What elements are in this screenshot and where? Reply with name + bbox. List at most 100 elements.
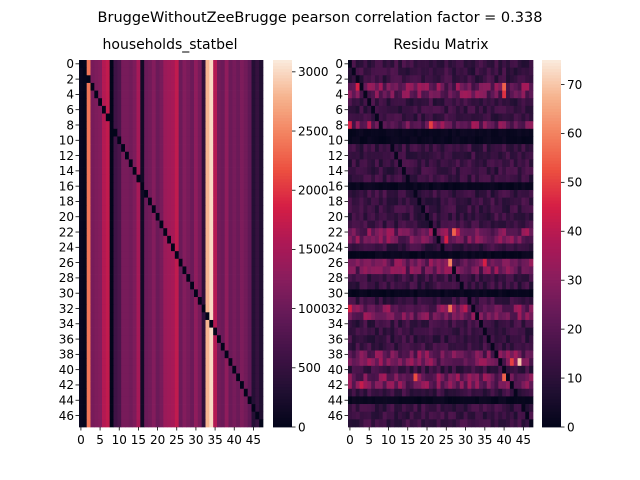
heatmap-cell: [205, 98, 210, 107]
heatmap-cell: [247, 90, 252, 99]
heatmap-cell: [167, 174, 172, 183]
heatmap-cell: [371, 90, 376, 99]
heatmap-cell: [444, 75, 449, 84]
heatmap-cell: [228, 113, 233, 122]
colorbar-band: [273, 384, 292, 388]
heatmap-cell: [190, 98, 195, 107]
heatmap-cell: [444, 60, 449, 68]
colorbar-band: [273, 148, 292, 153]
heatmap-cell: [475, 289, 480, 298]
heatmap-cell: [428, 419, 434, 428]
heatmap-cell: [117, 297, 122, 306]
heatmap-cell: [220, 411, 226, 420]
heatmap-cell: [371, 243, 376, 252]
heatmap-cell: [125, 319, 130, 328]
heatmap-cell: [398, 151, 403, 160]
heatmap-cell: [128, 251, 134, 260]
heatmap-cell: [517, 159, 522, 168]
heatmap-cell: [421, 67, 426, 76]
heatmap-cell: [401, 312, 407, 321]
heatmap-cell: [155, 258, 160, 267]
heatmap-cell: [467, 90, 472, 99]
heatmap-cell: [448, 113, 453, 122]
heatmap-cell: [205, 258, 210, 267]
heatmap-cell: [482, 258, 488, 267]
heatmap-cell: [105, 312, 111, 321]
heatmap-cell: [155, 411, 160, 420]
heatmap-cell: [390, 75, 395, 84]
heatmap-cell: [367, 319, 372, 328]
heatmap-cell: [182, 388, 187, 397]
heatmap-cell: [144, 358, 149, 367]
heatmap-cell: [378, 98, 384, 107]
heatmap-cell: [98, 335, 103, 344]
heatmap-cell: [240, 388, 245, 397]
heatmap-cell: [490, 105, 495, 114]
heatmap-cell: [463, 358, 468, 367]
heatmap-cell: [144, 105, 149, 114]
y-tick-label: 16: [328, 179, 343, 193]
heatmap-cell: [409, 350, 414, 359]
heatmap-cell: [205, 373, 210, 382]
heatmap-cell: [121, 144, 126, 153]
heatmap-cell: [452, 335, 457, 344]
heatmap-cell: [382, 98, 387, 107]
heatmap-cell: [363, 82, 368, 91]
heatmap-cell: [155, 212, 160, 221]
heatmap-cell: [486, 228, 491, 237]
heatmap-cell: [359, 182, 364, 191]
heatmap-cell: [197, 90, 203, 99]
heatmap-cell: [155, 251, 160, 260]
heatmap-cell: [509, 350, 515, 359]
heatmap-cell: [348, 98, 353, 107]
heatmap-cell: [79, 365, 84, 374]
heatmap-cell: [144, 159, 149, 168]
heatmap-cell: [490, 350, 495, 359]
heatmap-cell: [359, 151, 364, 160]
heatmap-cell: [359, 274, 364, 283]
heatmap-cell: [359, 167, 364, 176]
heatmap-cell: [128, 90, 134, 99]
heatmap-cell: [163, 304, 168, 313]
heatmap-cell: [348, 396, 353, 405]
heatmap-cell: [517, 289, 522, 298]
heatmap-cell: [529, 388, 534, 397]
heatmap-cell: [459, 419, 464, 428]
heatmap-cell: [444, 243, 449, 252]
colorbar-band: [542, 396, 561, 400]
heatmap-cell: [201, 243, 206, 252]
heatmap-cell: [355, 90, 360, 99]
heatmap-cell: [506, 319, 511, 328]
heatmap-cell: [444, 358, 449, 367]
heatmap-cell: [513, 312, 518, 321]
heatmap-cell: [201, 189, 206, 198]
heatmap-cell: [401, 98, 407, 107]
heatmap-cell: [386, 251, 391, 260]
heatmap-cell: [436, 404, 441, 413]
heatmap-cell: [479, 419, 484, 428]
heatmap-cell: [190, 365, 195, 374]
heatmap-cell: [502, 297, 507, 306]
heatmap-cell: [136, 312, 141, 321]
heatmap-cell: [509, 189, 515, 198]
heatmap-cell: [382, 82, 387, 91]
heatmap-cell: [440, 411, 445, 420]
heatmap-cell: [163, 167, 168, 176]
heatmap-cell: [217, 144, 222, 153]
heatmap-cell: [236, 159, 241, 168]
heatmap-cell: [148, 235, 153, 244]
heatmap-cell: [371, 358, 376, 367]
heatmap-cell: [467, 182, 472, 191]
heatmap-cell: [405, 212, 411, 221]
heatmap-cell: [390, 189, 395, 198]
heatmap-cell: [220, 82, 226, 91]
heatmap-cell: [186, 251, 191, 260]
heatmap-cell: [448, 327, 453, 336]
heatmap-cell: [178, 167, 183, 176]
heatmap-cell: [209, 281, 214, 290]
heatmap-cell: [240, 121, 245, 130]
heatmap-cell: [167, 105, 172, 114]
heatmap-cell: [374, 274, 380, 283]
heatmap-cell: [432, 220, 437, 229]
heatmap-cell: [351, 182, 357, 191]
